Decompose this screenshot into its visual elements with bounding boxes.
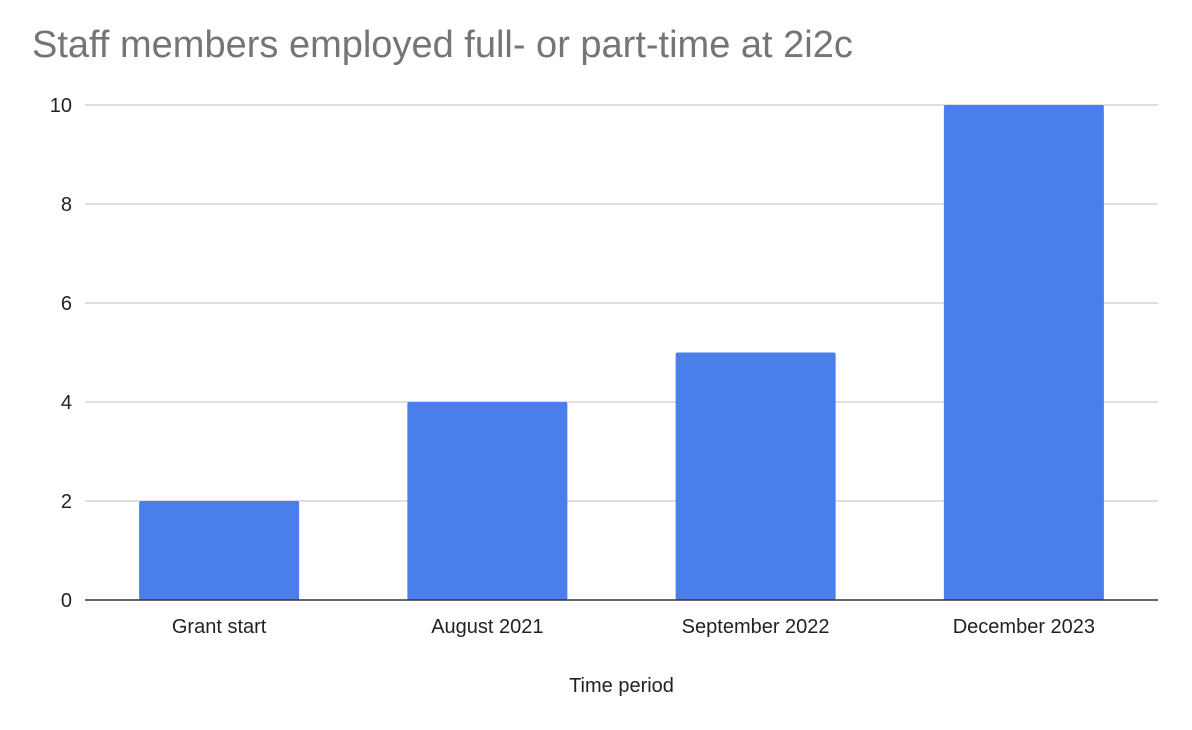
bar-august-2021: [407, 402, 568, 600]
y-tick-label: 4: [61, 392, 72, 414]
chart-title: Staff members employed full- or part-tim…: [32, 24, 853, 66]
y-tick-label: 10: [50, 95, 72, 117]
y-tick-label: 6: [61, 293, 72, 315]
bar-december-2023: [943, 105, 1104, 600]
x-axis-tick-labels: Grant start August 2021 September 2022 Dece…: [172, 616, 1095, 638]
bar-september-2022: [675, 352, 836, 600]
x-tick-label: Grant start: [172, 616, 267, 638]
bar-grant-start: [139, 501, 300, 600]
x-tick-label: December 2023: [953, 616, 1095, 638]
bars: [139, 105, 1104, 600]
y-axis-tick-labels: 0 2 4 6 8 10: [50, 95, 72, 612]
y-tick-label: 2: [61, 491, 72, 513]
x-tick-label: September 2022: [682, 616, 830, 638]
y-tick-label: 8: [61, 194, 72, 216]
y-tick-label: 0: [61, 590, 72, 612]
x-tick-label: August 2021: [431, 616, 543, 638]
x-axis-label: Time period: [569, 675, 674, 697]
